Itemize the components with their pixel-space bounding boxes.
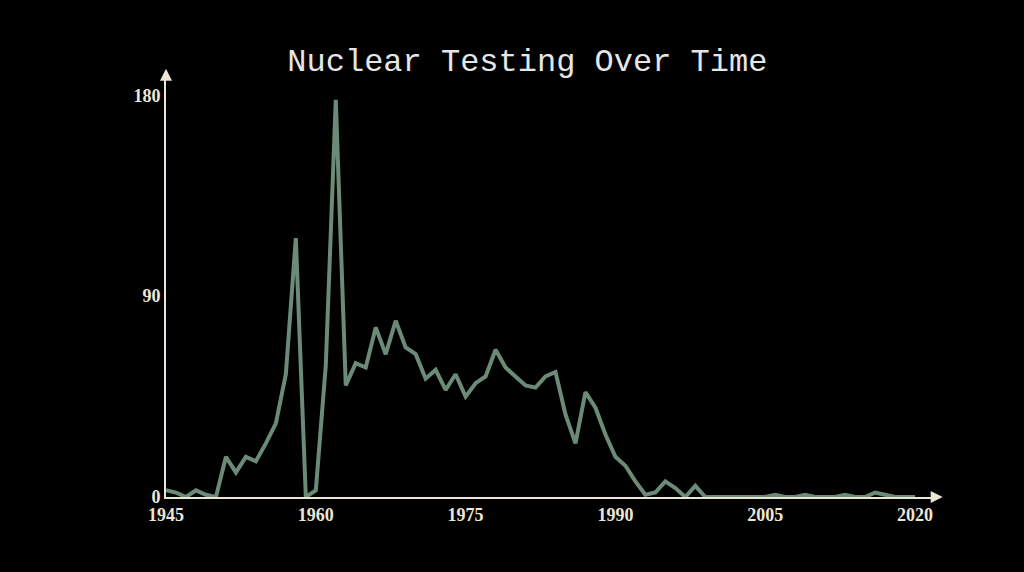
svg-text:1945: 1945 (148, 505, 184, 525)
svg-text:1990: 1990 (597, 505, 633, 525)
svg-text:2020: 2020 (897, 505, 933, 525)
svg-text:1975: 1975 (448, 505, 484, 525)
svg-text:2005: 2005 (747, 505, 783, 525)
svg-text:180: 180 (133, 86, 160, 106)
svg-text:1960: 1960 (298, 505, 334, 525)
svg-text:Nuclear Testing Over Time: Nuclear Testing Over Time (287, 44, 767, 81)
svg-text:90: 90 (142, 286, 160, 306)
svg-text:0: 0 (151, 487, 160, 507)
